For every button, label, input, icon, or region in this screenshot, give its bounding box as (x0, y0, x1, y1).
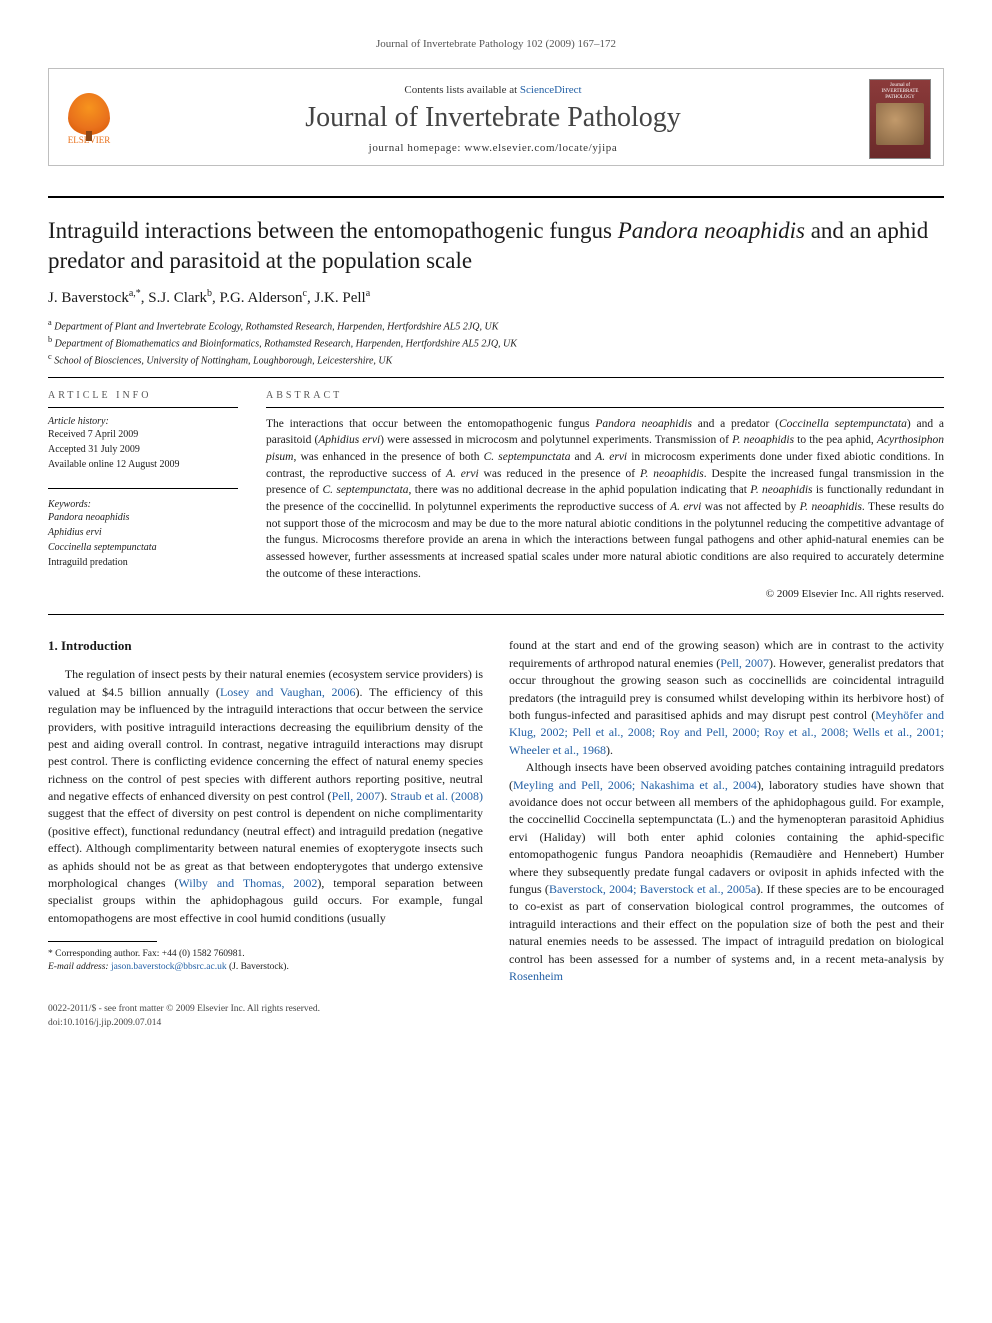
elsevier-logo: ELSEVIER (61, 87, 117, 151)
abstract-copyright: © 2009 Elsevier Inc. All rights reserved… (266, 588, 944, 600)
keyword-0: Pandora neoaphidis (48, 510, 238, 525)
keyword-2: Coccinella septempunctata (48, 540, 238, 555)
history-label: Article history: (48, 416, 238, 427)
affiliation-b: b Department of Biomathematics and Bioin… (48, 334, 944, 351)
footnote-separator (48, 941, 157, 942)
journal-homepage: journal homepage: www.elsevier.com/locat… (131, 142, 855, 154)
contents-line: Contents lists available at ScienceDirec… (131, 84, 855, 96)
body-columns: 1. Introduction The regulation of insect… (48, 637, 944, 985)
cover-title: Journal of INVERTEBRATE PATHOLOGY (873, 83, 927, 101)
contents-prefix: Contents lists available at (404, 84, 519, 96)
abstract-heading: ABSTRACT (266, 390, 944, 408)
homepage-prefix: journal homepage: (369, 142, 465, 154)
info-abstract-block: ARTICLE INFO Article history: Received 7… (48, 377, 944, 601)
para-l-0: The regulation of insect pests by their … (48, 666, 483, 927)
rule-below-abstract (48, 614, 944, 615)
history-received: Received 7 April 2009 (48, 427, 238, 442)
title-species: Pandora neoaphidis (618, 218, 805, 243)
article-info-heading: ARTICLE INFO (48, 390, 238, 408)
journal-cover-thumb: Journal of INVERTEBRATE PATHOLOGY (869, 79, 931, 159)
journal-name: Journal of Invertebrate Pathology (131, 102, 855, 134)
rule-top (48, 196, 944, 198)
article-info: ARTICLE INFO Article history: Received 7… (48, 390, 238, 601)
authors: J. Baverstocka,*, S.J. Clarkb, P.G. Alde… (48, 288, 944, 307)
running-header: Journal of Invertebrate Pathology 102 (2… (48, 38, 944, 50)
abstract: ABSTRACT The interactions that occur bet… (266, 390, 944, 601)
info-divider (48, 488, 238, 489)
footer-line-1: 0022-2011/$ - see front matter © 2009 El… (48, 1003, 944, 1016)
history-accepted: Accepted 31 July 2009 (48, 442, 238, 457)
para-r-1: Although insects have been observed avoi… (509, 759, 944, 985)
para-r-0: found at the start and end of the growin… (509, 637, 944, 759)
footer: 0022-2011/$ - see front matter © 2009 El… (48, 1003, 944, 1030)
keywords-label: Keywords: (48, 499, 238, 510)
affiliation-c: c School of Biosciences, University of N… (48, 351, 944, 368)
article-title: Intraguild interactions between the ento… (48, 216, 944, 276)
abstract-text: The interactions that occur between the … (266, 416, 944, 583)
keyword-1: Aphidius ervi (48, 525, 238, 540)
homepage-url[interactable]: www.elsevier.com/locate/yjipa (464, 142, 617, 154)
affiliations: a Department of Plant and Invertebrate E… (48, 317, 944, 369)
column-right: found at the start and end of the growin… (509, 637, 944, 985)
footnote: * Corresponding author. Fax: +44 (0) 158… (48, 948, 483, 975)
footer-line-2: doi:10.1016/j.jip.2009.07.014 (48, 1017, 944, 1030)
keyword-3: Intraguild predation (48, 555, 238, 570)
title-pre: Intraguild interactions between the ento… (48, 218, 618, 243)
masthead: ELSEVIER Contents lists available at Sci… (48, 68, 944, 166)
column-left: 1. Introduction The regulation of insect… (48, 637, 483, 985)
email-label: E-mail address: (48, 962, 109, 972)
cover-image-icon (876, 103, 925, 145)
history-online: Available online 12 August 2009 (48, 457, 238, 472)
affiliation-a: a Department of Plant and Invertebrate E… (48, 317, 944, 334)
email-link[interactable]: jason.baverstock@bbsrc.ac.uk (111, 962, 227, 972)
email-tail: (J. Baverstock). (229, 962, 289, 972)
sciencedirect-link[interactable]: ScienceDirect (520, 84, 582, 96)
corresponding-author: * Corresponding author. Fax: +44 (0) 158… (48, 948, 483, 961)
section-heading-intro: 1. Introduction (48, 637, 483, 656)
elsevier-tree-icon (68, 93, 110, 135)
